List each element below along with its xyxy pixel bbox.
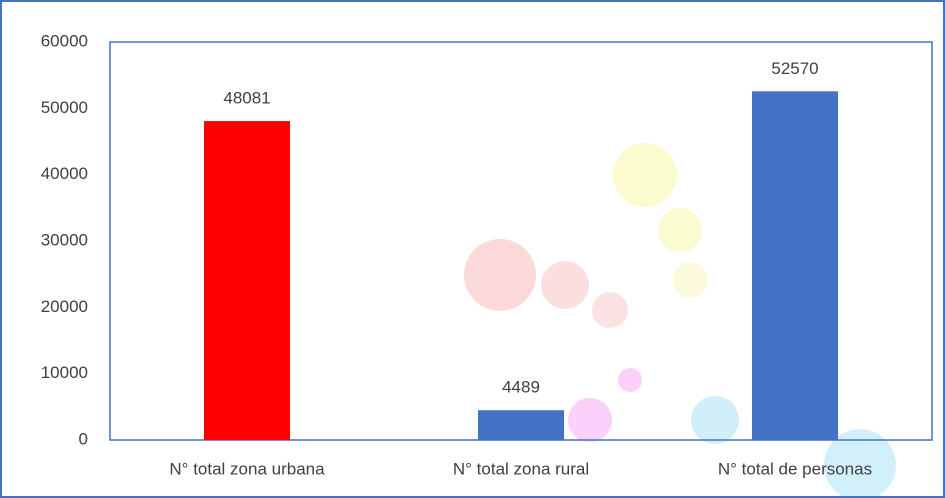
y-tick-label: 10000 xyxy=(41,363,88,382)
chart: 0 10000 20000 30000 40000 50000 60000 N° total … xyxy=(0,0,945,498)
bar xyxy=(204,121,290,440)
y-tick-label: 50000 xyxy=(41,98,88,117)
page: {"chart_data": {"type": "bar", "categori… xyxy=(0,0,945,498)
bar xyxy=(752,91,838,440)
value-label: 4489 xyxy=(502,378,540,397)
y-tick-label: 60000 xyxy=(41,31,88,50)
value-label: 52570 xyxy=(771,59,818,78)
x-tick-label: N° total zona rural xyxy=(453,459,589,478)
x-tick-label: N° total zona urbana xyxy=(169,459,325,478)
value-label: 48081 xyxy=(223,89,270,108)
y-tick-label: 40000 xyxy=(41,164,88,183)
y-tick-label: 20000 xyxy=(41,297,88,316)
bar xyxy=(478,410,564,440)
x-tick-label: N° total de personas xyxy=(718,459,872,478)
y-tick-label: 30000 xyxy=(41,230,88,249)
y-tick-label: 0 xyxy=(79,429,88,448)
